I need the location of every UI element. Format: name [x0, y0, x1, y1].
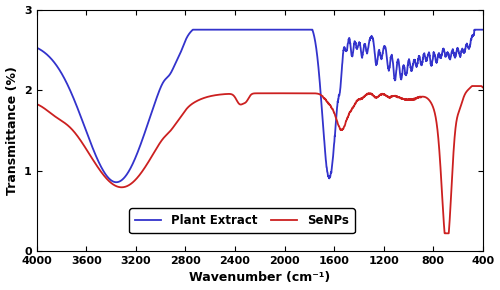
SeNPs	[115, 185, 121, 188]
SeNPs	[34, 102, 40, 106]
Plant Extract	[302, 28, 308, 31]
Plant Extract	[400, 64, 406, 67]
Line: Plant Extract: Plant Extract	[36, 30, 483, 182]
SeNPs	[324, 100, 330, 103]
SeNPs	[469, 84, 475, 88]
Plant Extract	[113, 180, 119, 184]
SeNPs	[400, 97, 406, 101]
SeNPs	[442, 232, 448, 235]
Line: SeNPs: SeNPs	[36, 86, 483, 233]
Plant Extract	[480, 28, 486, 31]
SeNPs	[302, 92, 308, 95]
Plant Extract	[324, 169, 330, 173]
X-axis label: Wavenumber (cm⁻¹): Wavenumber (cm⁻¹)	[189, 271, 330, 284]
Plant Extract	[204, 28, 210, 31]
SeNPs	[204, 95, 210, 99]
Y-axis label: Transmittance (%): Transmittance (%)	[6, 66, 18, 195]
SeNPs	[366, 92, 372, 95]
Plant Extract	[190, 28, 196, 31]
Plant Extract	[34, 46, 40, 49]
Plant Extract	[115, 180, 121, 184]
Plant Extract	[367, 38, 373, 41]
Legend: Plant Extract, SeNPs: Plant Extract, SeNPs	[130, 208, 354, 233]
SeNPs	[480, 86, 486, 89]
